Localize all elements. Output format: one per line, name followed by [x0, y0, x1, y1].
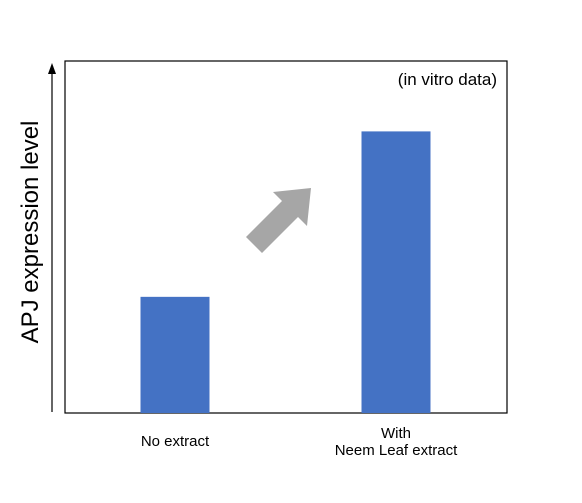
bar-1	[140, 296, 210, 413]
plot-frame	[64, 60, 508, 414]
bars-layer	[140, 131, 431, 413]
y-axis-label: APJ expression level	[17, 121, 44, 344]
y-axis-arrow	[48, 63, 56, 412]
x-tick-label-2-line-2: Neem Leaf extract	[335, 442, 458, 459]
x-tick-label-2-line-1: With	[381, 425, 411, 442]
x-tick-label-1-line-1: No extract	[141, 433, 210, 450]
bar-2	[361, 131, 431, 413]
trend-arrow-icon	[246, 188, 311, 253]
annotation-in-vitro: (in vitro data)	[398, 70, 497, 89]
